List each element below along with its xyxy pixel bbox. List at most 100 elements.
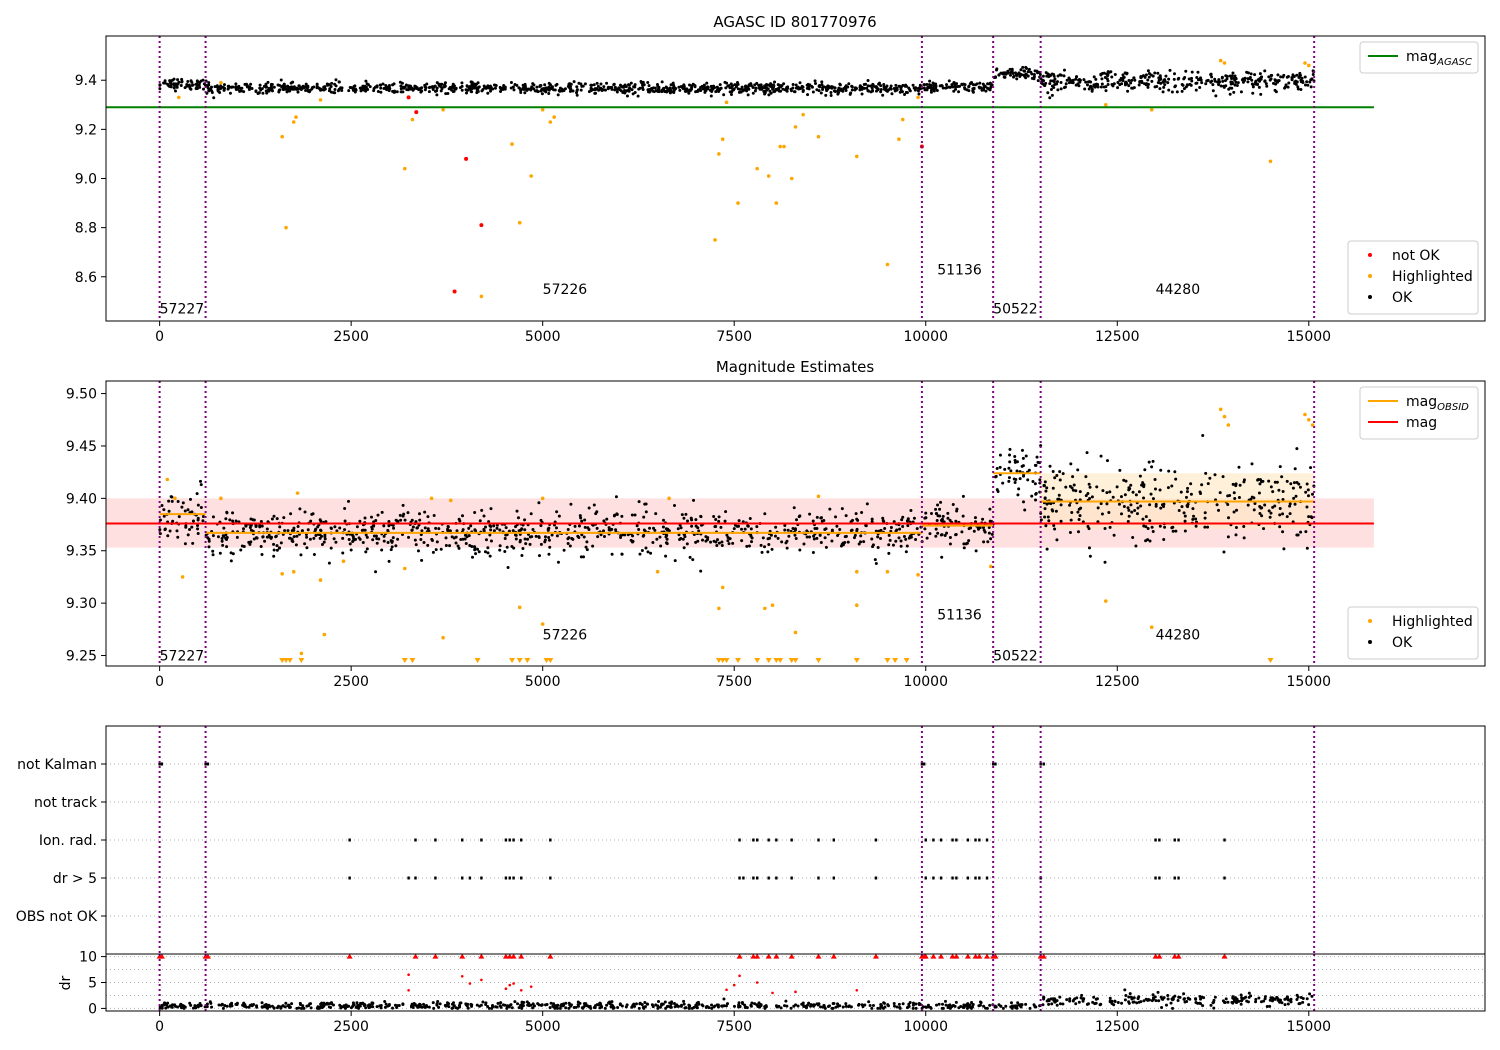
x-tick-label: 7500 [716,674,752,690]
ok-point [1304,490,1308,494]
ok-point [591,544,595,548]
ok-point [399,87,403,91]
ok-point [547,526,551,530]
ok-point [577,524,581,528]
ok-point [314,534,318,538]
ok-point [422,1002,426,1006]
dr-capped-marker [976,953,983,959]
panel-1-lines [106,36,1374,321]
ok-point [1085,451,1089,455]
ok-point [923,88,927,92]
ok-point [188,527,192,531]
ok-point [383,1005,387,1009]
ok-point [1226,494,1230,498]
highlighted-point [540,496,545,501]
ok-point [258,83,262,87]
ok-point [329,85,333,89]
ok-point [1007,476,1011,480]
highlighted-below-marker [286,658,293,663]
ok-point [690,524,694,528]
ok-point [1273,480,1277,484]
ok-point [840,507,844,511]
dr-capped-marker [930,953,937,959]
ok-point [793,90,797,94]
ok-point [169,79,173,83]
ok-point [308,1002,312,1006]
x-tick-label: 12500 [1095,329,1140,345]
flag-point [790,838,793,842]
ok-point [641,85,645,89]
ok-point [1153,71,1157,75]
ok-point [1087,482,1091,486]
ok-point [476,86,480,90]
highlighted-point [429,496,434,501]
ok-point [1054,509,1058,513]
ok-point [680,513,684,517]
ok-point [772,84,776,88]
ok-point [945,86,949,90]
ok-point [1126,520,1130,524]
ok-point [901,83,905,87]
dr-not-ok-point [738,974,741,978]
flag-point [414,876,417,880]
ok-point [482,84,486,88]
ok-point [1167,88,1171,92]
ok-point [1190,79,1194,83]
ok-point [444,536,448,540]
ok-point [270,517,274,521]
ok-point [552,1002,556,1006]
ok-point [221,1006,225,1010]
flag-point [832,876,836,880]
ok-point [420,89,424,93]
flag-point [978,838,981,842]
ok-point [1191,507,1195,511]
dr-capped-marker [815,953,822,959]
ok-point [1180,83,1184,87]
ok-point [802,542,806,546]
ok-point [454,535,458,539]
ok-point [1092,995,1096,999]
ok-point [386,540,390,544]
ok-point [309,1006,313,1010]
highlighted-below-marker [765,658,772,663]
ok-point [388,87,392,91]
ok-point [1290,76,1294,80]
ok-point [1100,512,1104,516]
ok-point [922,83,926,87]
ok-point [717,519,721,523]
ok-point [710,86,714,90]
ok-point [1104,89,1108,93]
ok-point [345,1004,349,1008]
ok-point [860,511,864,515]
ok-point [526,537,530,541]
ok-point [827,1004,831,1008]
ok-point [185,82,189,86]
ok-point [343,1006,347,1010]
ok-point [843,535,847,539]
flag-point [414,838,417,842]
ok-point [1221,79,1225,83]
ok-point [484,1001,488,1005]
ok-point [684,89,688,93]
highlighted-point [540,622,545,626]
ok-point [595,87,599,91]
ok-point [1190,70,1194,74]
ok-point [874,561,878,565]
ok-point [809,1003,813,1007]
ok-point [458,1005,462,1009]
ok-point [1088,497,1092,501]
ok-point [865,502,869,506]
ok-point [1078,77,1082,81]
ok-point [486,1004,490,1008]
ok-point [490,86,494,90]
ok-point [853,88,857,92]
ok-point [1262,999,1266,1003]
ok-point [585,540,589,544]
obsid-label: 57227 [160,649,205,665]
ok-point [215,85,219,89]
ok-point [988,1003,992,1007]
ok-point [1258,77,1262,81]
ok-point [819,541,823,545]
ok-point [610,527,614,531]
ok-point [924,511,928,515]
